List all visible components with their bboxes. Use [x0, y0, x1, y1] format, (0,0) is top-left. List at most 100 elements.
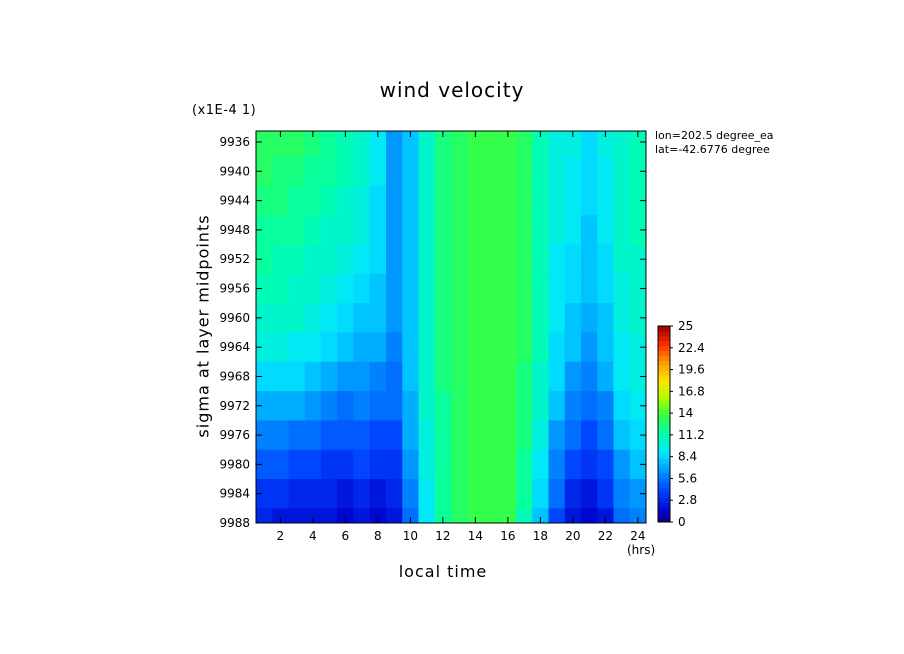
heatmap-cell [418, 420, 436, 451]
heatmap-cells [256, 131, 646, 523]
heatmap-cell [499, 303, 517, 334]
heatmap-cell [272, 185, 290, 216]
heatmap-cell [483, 156, 501, 187]
heatmap-cell [402, 215, 420, 246]
heatmap-cell [402, 508, 420, 523]
heatmap-cell [337, 131, 355, 158]
heatmap-cell [499, 273, 517, 304]
colorbar-swatch [658, 463, 670, 469]
heatmap-cell [369, 391, 387, 422]
colorbar [658, 326, 670, 523]
heatmap-cell [564, 185, 582, 216]
heatmap-cell [467, 131, 485, 158]
heatmap-cell [613, 215, 631, 246]
heatmap-cell [532, 185, 550, 216]
heatmap-cell [467, 244, 485, 275]
y-tick-label: 9988 [219, 516, 250, 530]
heatmap-cell [304, 332, 322, 363]
colorbar-swatch [658, 487, 670, 494]
colorbar-swatch [658, 345, 670, 351]
heatmap-cell [402, 244, 420, 275]
chart-title: wind velocity [379, 78, 525, 102]
y-tick-label: 9936 [219, 135, 250, 149]
heatmap-cell [548, 479, 566, 509]
x-tick-label: 6 [342, 529, 350, 543]
heatmap-cell [353, 361, 371, 392]
heatmap-cell [499, 420, 517, 451]
colorbar-swatch [658, 468, 670, 474]
x-tick-label: 4 [309, 529, 317, 543]
heatmap-cell [256, 273, 273, 304]
heatmap-cell [304, 508, 322, 523]
info-lon: lon=202.5 degree_ea [655, 129, 774, 142]
heatmap-cell [581, 420, 598, 451]
heatmap-cell [288, 215, 306, 246]
heatmap-cell [548, 156, 566, 187]
colorbar-swatch [658, 360, 670, 366]
heatmap-cell [564, 156, 582, 187]
heatmap-cell [369, 131, 387, 158]
heatmap-cell [402, 185, 420, 216]
heatmap-cell [386, 244, 403, 275]
heatmap-cell [434, 156, 452, 187]
heatmap-cell [256, 185, 273, 216]
heatmap-cell [483, 449, 501, 480]
heatmap-cell [321, 273, 338, 304]
heatmap-cell [467, 332, 485, 363]
heatmap-cell [532, 479, 550, 509]
colorbar-tick-label: 16.8 [678, 384, 705, 398]
heatmap-cell [483, 508, 501, 523]
heatmap-cell [532, 273, 550, 304]
heatmap-cell [386, 361, 403, 392]
heatmap-cell [564, 508, 582, 523]
colorbar-swatch [658, 428, 670, 435]
x-tick-label: 18 [533, 529, 548, 543]
colorbar-swatch [658, 389, 670, 396]
heatmap-cell [613, 156, 631, 187]
heatmap-cell [418, 185, 436, 216]
heatmap-cell [369, 361, 387, 392]
heatmap-cell [402, 361, 420, 392]
heatmap-cell [629, 420, 646, 451]
heatmap-cell [597, 185, 615, 216]
heatmap-cell [386, 420, 403, 451]
heatmap-cell [272, 131, 290, 158]
heatmap-cell [516, 361, 533, 392]
heatmap-cell [483, 391, 501, 422]
heatmap-cell [434, 244, 452, 275]
heatmap-cell [321, 131, 338, 158]
heatmap-cell [402, 273, 420, 304]
heatmap-cell [353, 479, 371, 509]
heatmap-cell [304, 449, 322, 480]
heatmap-cell [516, 332, 533, 363]
heatmap-cell [434, 131, 452, 158]
heatmap-cell [288, 508, 306, 523]
heatmap-cell [321, 244, 338, 275]
heatmap-cell [337, 479, 355, 509]
colorbar-swatch [658, 404, 670, 410]
heatmap-cell [337, 185, 355, 216]
heatmap-cell [613, 508, 631, 523]
heatmap-cell [386, 449, 403, 480]
heatmap-cell [272, 449, 290, 480]
heatmap-cell [402, 479, 420, 509]
heatmap-cell [451, 479, 468, 509]
heatmap-cell [564, 391, 582, 422]
heatmap-cell [564, 332, 582, 363]
heatmap-cell [564, 215, 582, 246]
heatmap-cell [434, 303, 452, 334]
heatmap-cell [386, 273, 403, 304]
heatmap-cell [434, 273, 452, 304]
colorbar-swatch [658, 365, 670, 371]
heatmap-cell [256, 303, 273, 334]
heatmap-cell [451, 449, 468, 480]
heatmap-cell [434, 420, 452, 451]
heatmap-cell [418, 479, 436, 509]
heatmap-cell [386, 332, 403, 363]
heatmap-cell [434, 508, 452, 523]
heatmap-cell [483, 303, 501, 334]
heatmap-cell [629, 508, 646, 523]
heatmap-cell [386, 215, 403, 246]
heatmap-cell [499, 185, 517, 216]
heatmap-cell [629, 303, 646, 334]
